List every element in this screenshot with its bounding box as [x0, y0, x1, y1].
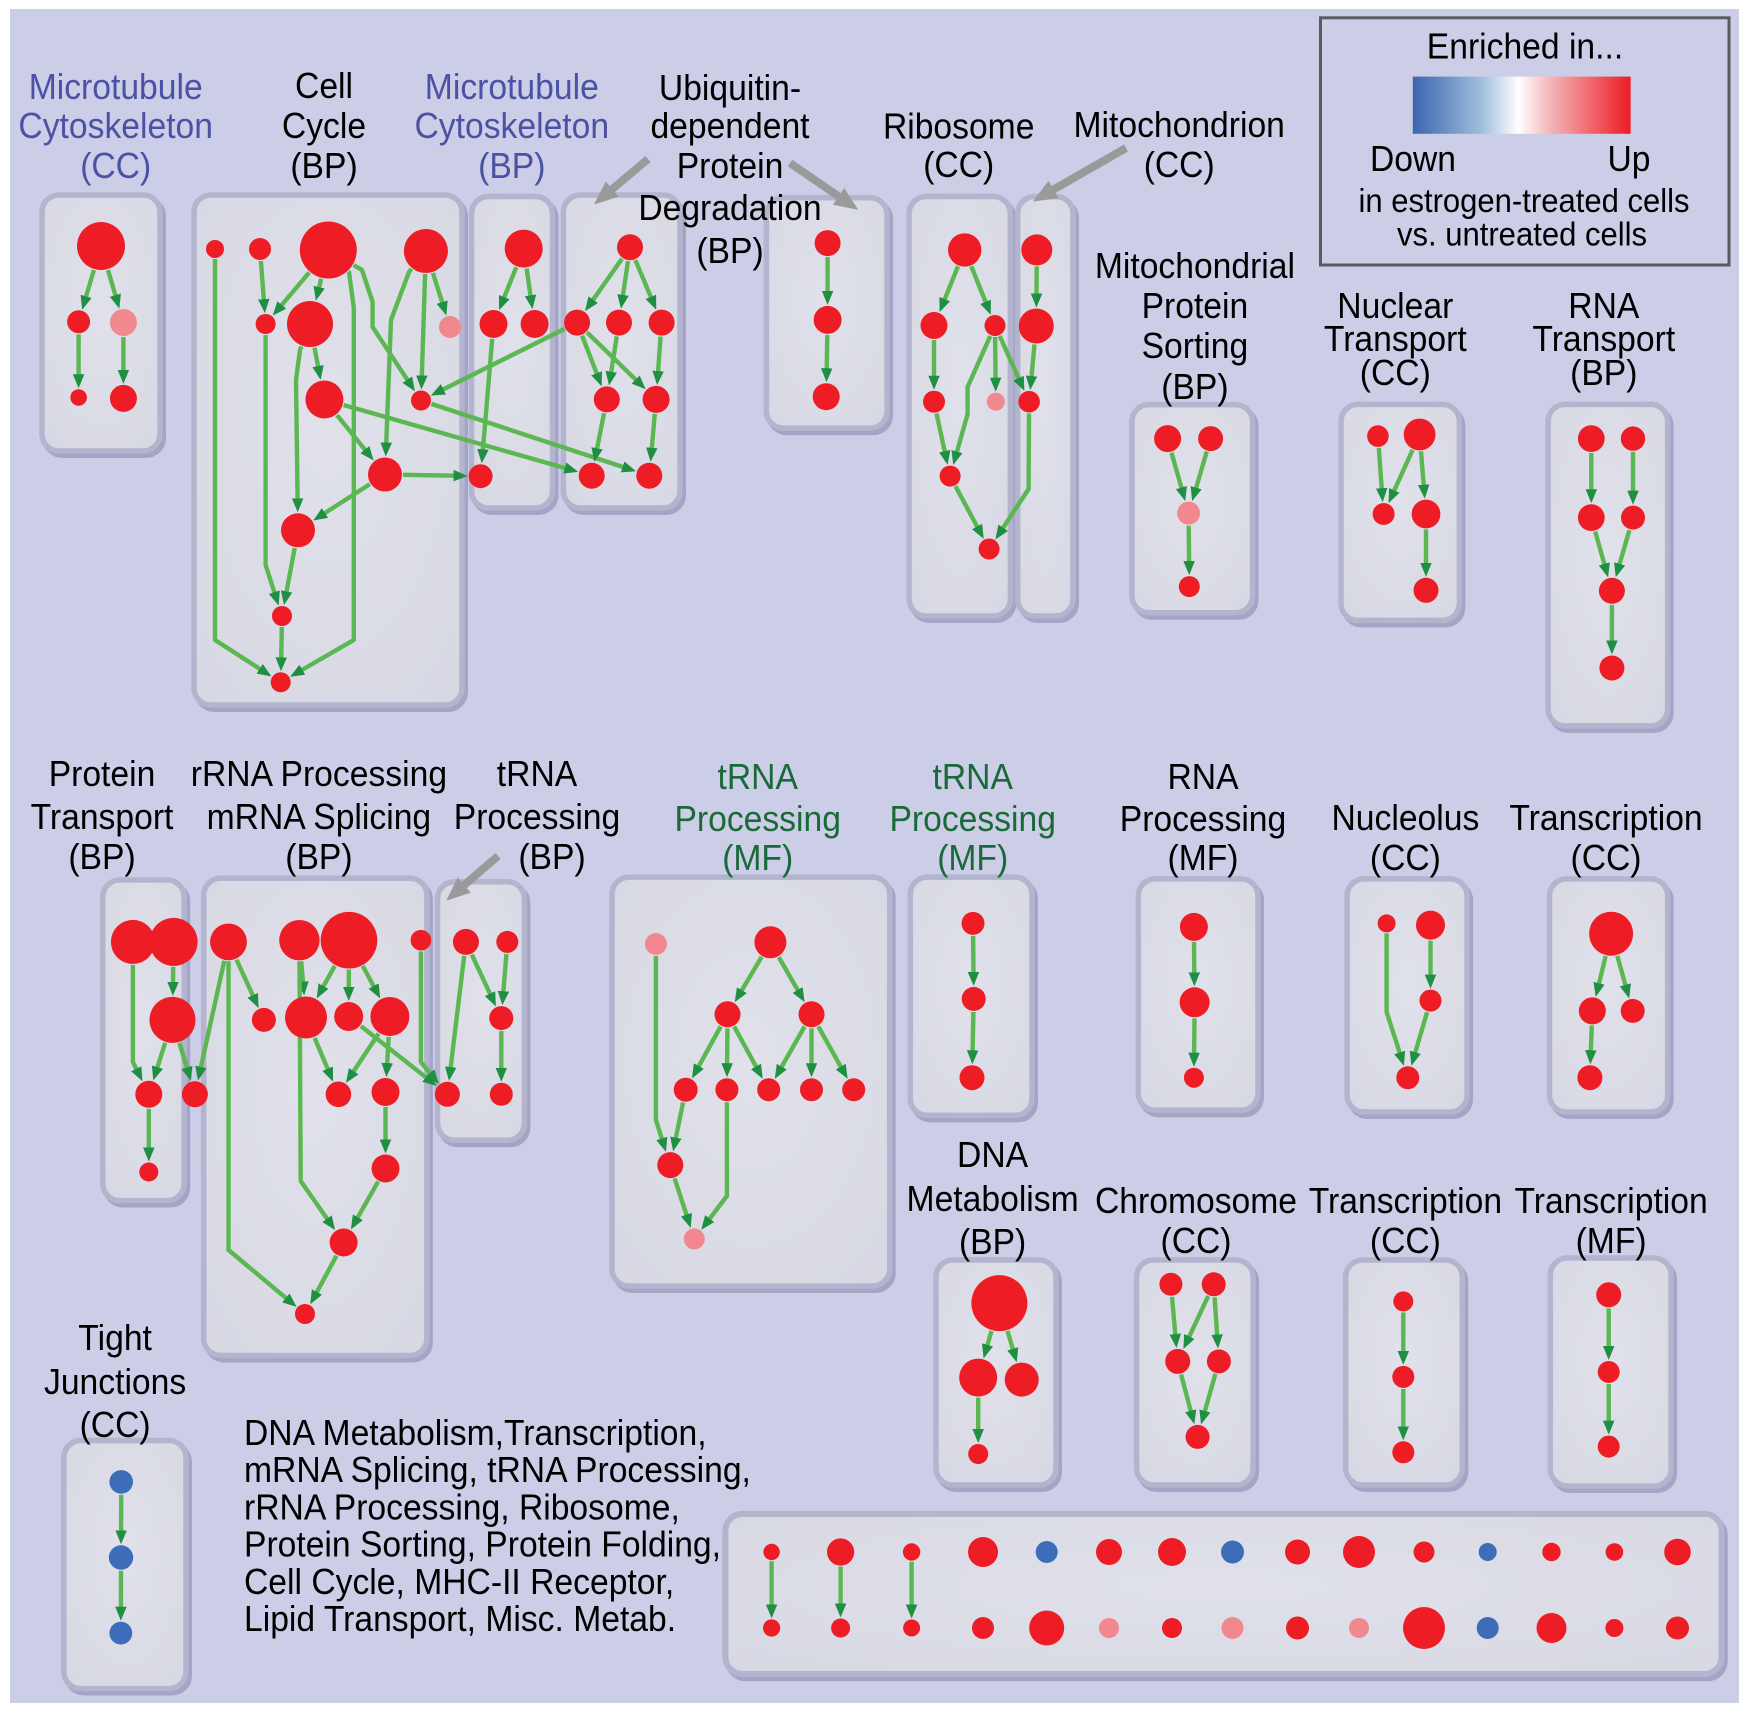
- svg-text:Processing: Processing: [889, 798, 1056, 839]
- svg-text:Protein: Protein: [1142, 285, 1249, 326]
- svg-text:Processing: Processing: [1120, 798, 1287, 839]
- svg-text:Mitochondrion: Mitochondrion: [1074, 104, 1285, 145]
- svg-text:(MF): (MF): [722, 837, 793, 878]
- svg-text:(BP): (BP): [518, 836, 585, 877]
- svg-text:Ribosome: Ribosome: [883, 106, 1035, 147]
- svg-text:Transport: Transport: [31, 796, 174, 837]
- svg-text:mRNA Splicing: mRNA Splicing: [207, 796, 432, 837]
- svg-text:tRNA: tRNA: [497, 753, 577, 794]
- svg-text:Transcription: Transcription: [1514, 1180, 1707, 1221]
- svg-text:(BP): (BP): [959, 1221, 1026, 1262]
- svg-text:Transcription: Transcription: [1509, 797, 1702, 838]
- svg-text:Protein: Protein: [49, 753, 156, 794]
- svg-text:Lipid Transport, Misc. Metab.: Lipid Transport, Misc. Metab.: [244, 1598, 676, 1639]
- svg-text:(CC): (CC): [80, 1404, 151, 1445]
- svg-text:(BP): (BP): [290, 145, 357, 186]
- svg-text:Transport: Transport: [1324, 318, 1467, 359]
- svg-text:in estrogen-treated cells: in estrogen-treated cells: [1358, 182, 1689, 219]
- svg-text:rRNA Processing, Ribosome,: rRNA Processing, Ribosome,: [244, 1486, 680, 1527]
- svg-text:DNA: DNA: [957, 1134, 1028, 1175]
- svg-text:(CC): (CC): [1370, 837, 1441, 878]
- svg-text:tRNA: tRNA: [933, 756, 1013, 797]
- svg-text:(MF): (MF): [937, 837, 1008, 878]
- svg-text:Processing: Processing: [454, 796, 621, 837]
- svg-text:Metabolism: Metabolism: [907, 1178, 1079, 1219]
- svg-text:Degradation: Degradation: [638, 187, 821, 228]
- svg-text:(MF): (MF): [1576, 1220, 1647, 1261]
- svg-text:Nuclear: Nuclear: [1337, 285, 1453, 326]
- svg-text:Cytoskeleton: Cytoskeleton: [18, 105, 213, 146]
- svg-text:Cytoskeleton: Cytoskeleton: [415, 105, 610, 146]
- svg-text:Ubiquitin-: Ubiquitin-: [659, 67, 801, 108]
- svg-text:Cell Cycle, MHC-II Receptor,: Cell Cycle, MHC-II Receptor,: [244, 1561, 674, 1602]
- svg-text:(CC): (CC): [1370, 1220, 1441, 1261]
- svg-text:RNA: RNA: [1568, 285, 1639, 326]
- svg-text:Mitochondrial: Mitochondrial: [1095, 245, 1295, 286]
- svg-text:(BP): (BP): [285, 836, 352, 877]
- svg-text:Transcription: Transcription: [1309, 1180, 1502, 1221]
- svg-text:(MF): (MF): [1168, 837, 1239, 878]
- svg-text:(CC): (CC): [1360, 352, 1431, 393]
- svg-text:RNA: RNA: [1167, 756, 1238, 797]
- svg-text:Tight: Tight: [78, 1317, 152, 1358]
- svg-text:Protein Sorting, Protein Foldi: Protein Sorting, Protein Folding,: [244, 1524, 721, 1565]
- svg-text:Up: Up: [1608, 138, 1651, 179]
- svg-text:(CC): (CC): [1571, 837, 1642, 878]
- svg-text:(BP): (BP): [478, 145, 545, 186]
- svg-text:Cell: Cell: [295, 65, 353, 106]
- svg-text:Down: Down: [1370, 138, 1456, 179]
- svg-text:Processing: Processing: [674, 798, 841, 839]
- svg-text:(CC): (CC): [923, 144, 994, 185]
- svg-text:Transport: Transport: [1532, 318, 1675, 359]
- svg-text:Protein: Protein: [677, 145, 784, 186]
- svg-text:(BP): (BP): [1570, 352, 1637, 393]
- svg-text:(CC): (CC): [80, 145, 151, 186]
- svg-text:Junctions: Junctions: [44, 1361, 186, 1402]
- svg-text:rRNA Processing: rRNA Processing: [191, 753, 447, 794]
- svg-text:(BP): (BP): [696, 230, 763, 271]
- svg-text:tRNA: tRNA: [718, 756, 798, 797]
- svg-text:Microtubule: Microtubule: [29, 66, 203, 107]
- svg-text:(BP): (BP): [1161, 366, 1228, 407]
- svg-text:Enriched in...: Enriched in...: [1427, 26, 1623, 67]
- svg-text:Cycle: Cycle: [282, 105, 366, 146]
- svg-text:mRNA Splicing, tRNA Processing: mRNA Splicing, tRNA Processing,: [244, 1449, 751, 1490]
- svg-text:Chromosome: Chromosome: [1095, 1180, 1297, 1221]
- svg-text:dependent: dependent: [650, 105, 809, 146]
- svg-text:vs. untreated cells: vs. untreated cells: [1397, 216, 1647, 253]
- svg-text:Nucleolus: Nucleolus: [1332, 797, 1480, 838]
- svg-text:DNA Metabolism,Transcription,: DNA Metabolism,Transcription,: [244, 1412, 707, 1453]
- svg-text:Sorting: Sorting: [1142, 325, 1249, 366]
- svg-text:(CC): (CC): [1144, 144, 1215, 185]
- svg-text:Microtubule: Microtubule: [425, 66, 599, 107]
- svg-text:(BP): (BP): [68, 836, 135, 877]
- svg-text:(CC): (CC): [1161, 1220, 1232, 1261]
